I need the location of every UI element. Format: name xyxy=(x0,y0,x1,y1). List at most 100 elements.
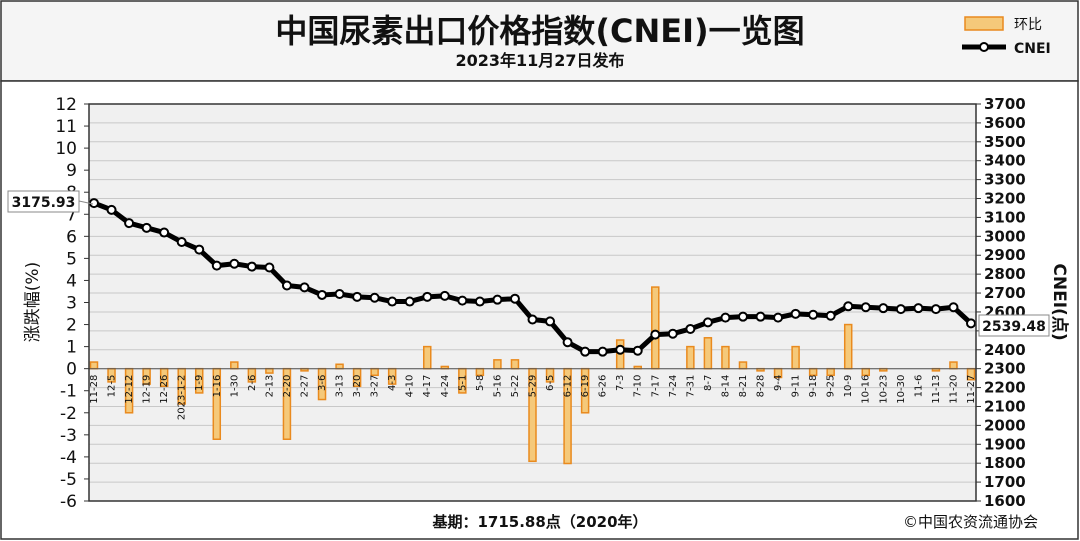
cnei-point-8-7 xyxy=(702,317,713,328)
bar-10-16 xyxy=(861,367,871,377)
x-tick-label: 9-4 xyxy=(773,375,784,391)
cnei-point-5-1 xyxy=(457,295,468,306)
chart-title: 中国尿素出口价格指数(CNEI)一览图 xyxy=(275,12,804,50)
footer-base-period: 基期：1715.88点（2020年） xyxy=(431,513,647,531)
x-tick-label: 9-25 xyxy=(826,375,837,398)
x-tick-label: 8-28 xyxy=(756,375,767,398)
x-tick-label: 11-6 xyxy=(913,375,924,398)
bar-11-28 xyxy=(89,361,99,370)
cnei-point-6-19 xyxy=(580,346,591,357)
x-tick-label: 5-22 xyxy=(510,375,521,398)
chart-subtitle: 2023年11月27日发布 xyxy=(455,51,624,70)
x-tick-label: 8-21 xyxy=(738,375,749,398)
x-tick-label: 9-18 xyxy=(808,375,819,398)
y-right-tick-label: 3500 xyxy=(984,133,1026,151)
y-right-tick-label: 2400 xyxy=(984,341,1026,359)
y-right-tick-label: 2300 xyxy=(984,360,1026,378)
cnei-point-7-17 xyxy=(650,329,661,340)
bar-9-25 xyxy=(826,367,835,377)
y-left-tick-label: 6 xyxy=(66,227,77,247)
y-left-tick-label: 12 xyxy=(55,95,77,115)
y-left-tick-label: -4 xyxy=(60,448,77,468)
y-left-tick-label: 4 xyxy=(66,271,77,291)
end-value-label: 2539.48 xyxy=(982,319,1046,335)
cnei-point-6-26 xyxy=(597,346,608,357)
cnei-line-series xyxy=(89,198,976,357)
cnei-point-3-20 xyxy=(352,291,363,302)
cnei-point-5-22 xyxy=(509,293,520,304)
legend-bar-swatch xyxy=(964,16,1004,31)
x-tick-label: 1-9 xyxy=(194,375,205,391)
x-tick-label: 11-13 xyxy=(931,375,942,404)
cnei-point-12-12 xyxy=(124,218,135,229)
y-left-tick-label: -5 xyxy=(60,470,77,490)
cnei-point-1-9 xyxy=(194,244,205,255)
start-value-label: 3175.93 xyxy=(12,195,76,211)
bar-10-9 xyxy=(843,323,853,370)
x-axis: 11-28 12-5 12-12 12-19 12-26 2023-1-2 1-9 1-16 1… xyxy=(89,375,977,420)
cnei-point-3-27 xyxy=(369,292,380,303)
cnei-point-9-25 xyxy=(825,310,836,321)
cnei-point-3-13 xyxy=(334,288,345,299)
x-tick-label: 10-30 xyxy=(896,375,907,404)
header-background xyxy=(0,0,1079,82)
cnei-point-10-16 xyxy=(860,302,871,313)
y-left-tick-label: 1 xyxy=(66,338,77,358)
y-right-tick-label: 3700 xyxy=(984,95,1026,113)
y-right-tick-label: 1600 xyxy=(984,492,1026,510)
x-tick-label: 6-12 xyxy=(563,375,574,398)
y-right-tick-label: 3400 xyxy=(984,152,1026,170)
y-left-tick-label: -1 xyxy=(60,382,77,402)
y-right-tick-label: 1800 xyxy=(984,454,1026,472)
x-tick-label: 6-19 xyxy=(580,375,591,398)
x-tick-label: 6-5 xyxy=(545,375,556,391)
bar-2-13 xyxy=(265,367,274,374)
x-tick-label: 2-13 xyxy=(264,375,275,398)
y-right-tick-label: 3100 xyxy=(984,208,1026,226)
cnei-point-9-18 xyxy=(808,309,819,320)
x-tick-label: 1-16 xyxy=(212,375,223,398)
y-axis-left-label: 涨跌幅(%) xyxy=(23,262,43,342)
x-tick-label: 4-24 xyxy=(440,375,451,398)
cnei-point-2-20 xyxy=(281,280,292,291)
y-right-tick-label: 3000 xyxy=(984,227,1026,245)
cnei-point-11-27 xyxy=(966,318,976,329)
cnei-point-8-21 xyxy=(737,311,748,322)
x-tick-label: 4-10 xyxy=(405,375,416,398)
cnei-point-2023-1-2 xyxy=(176,237,187,248)
y-right-tick-label: 2200 xyxy=(984,379,1026,397)
cnei-point-2-6 xyxy=(246,261,257,272)
bar-4-17 xyxy=(423,345,432,370)
x-tick-label: 11-27 xyxy=(966,375,977,404)
cnei-point-7-31 xyxy=(685,323,696,334)
cnei-point-2-13 xyxy=(264,262,275,273)
cnei-point-7-10 xyxy=(632,345,643,356)
bar-3-27 xyxy=(370,367,379,377)
bar-11-20 xyxy=(949,361,958,370)
y-left-tick-label: -2 xyxy=(60,404,77,424)
y-right-tick-label: 1900 xyxy=(984,435,1026,453)
y-left-tick-label: 9 xyxy=(66,161,77,181)
bar-8-7 xyxy=(703,337,713,370)
legend-line-marker xyxy=(979,42,989,52)
cnei-point-8-28 xyxy=(755,311,766,322)
y-right-tick-label: 3600 xyxy=(984,114,1026,132)
y-axis-right-label: CNEI(点) xyxy=(1049,263,1070,340)
cnei-point-10-30 xyxy=(895,304,906,315)
bar-3-13 xyxy=(335,363,344,370)
x-tick-label: 5-8 xyxy=(475,375,486,391)
x-tick-label: 7-31 xyxy=(685,375,696,398)
y-left-tick-label: -3 xyxy=(60,426,77,446)
bar-8-21 xyxy=(738,361,748,370)
cnei-point-4-10 xyxy=(404,296,415,307)
cnei-point-3-6 xyxy=(317,289,328,300)
cnei-point-12-19 xyxy=(141,222,152,233)
cnei-point-11-20 xyxy=(948,302,959,313)
y-left-tick-label: 10 xyxy=(55,139,77,159)
bar-5-22 xyxy=(510,359,520,370)
x-tick-label: 11-20 xyxy=(948,375,959,404)
y-right-tick-label: 2900 xyxy=(984,246,1026,264)
x-tick-label: 7-24 xyxy=(668,375,679,398)
x-tick-label: 1-30 xyxy=(229,375,240,398)
cnei-point-11-28 xyxy=(89,198,99,209)
